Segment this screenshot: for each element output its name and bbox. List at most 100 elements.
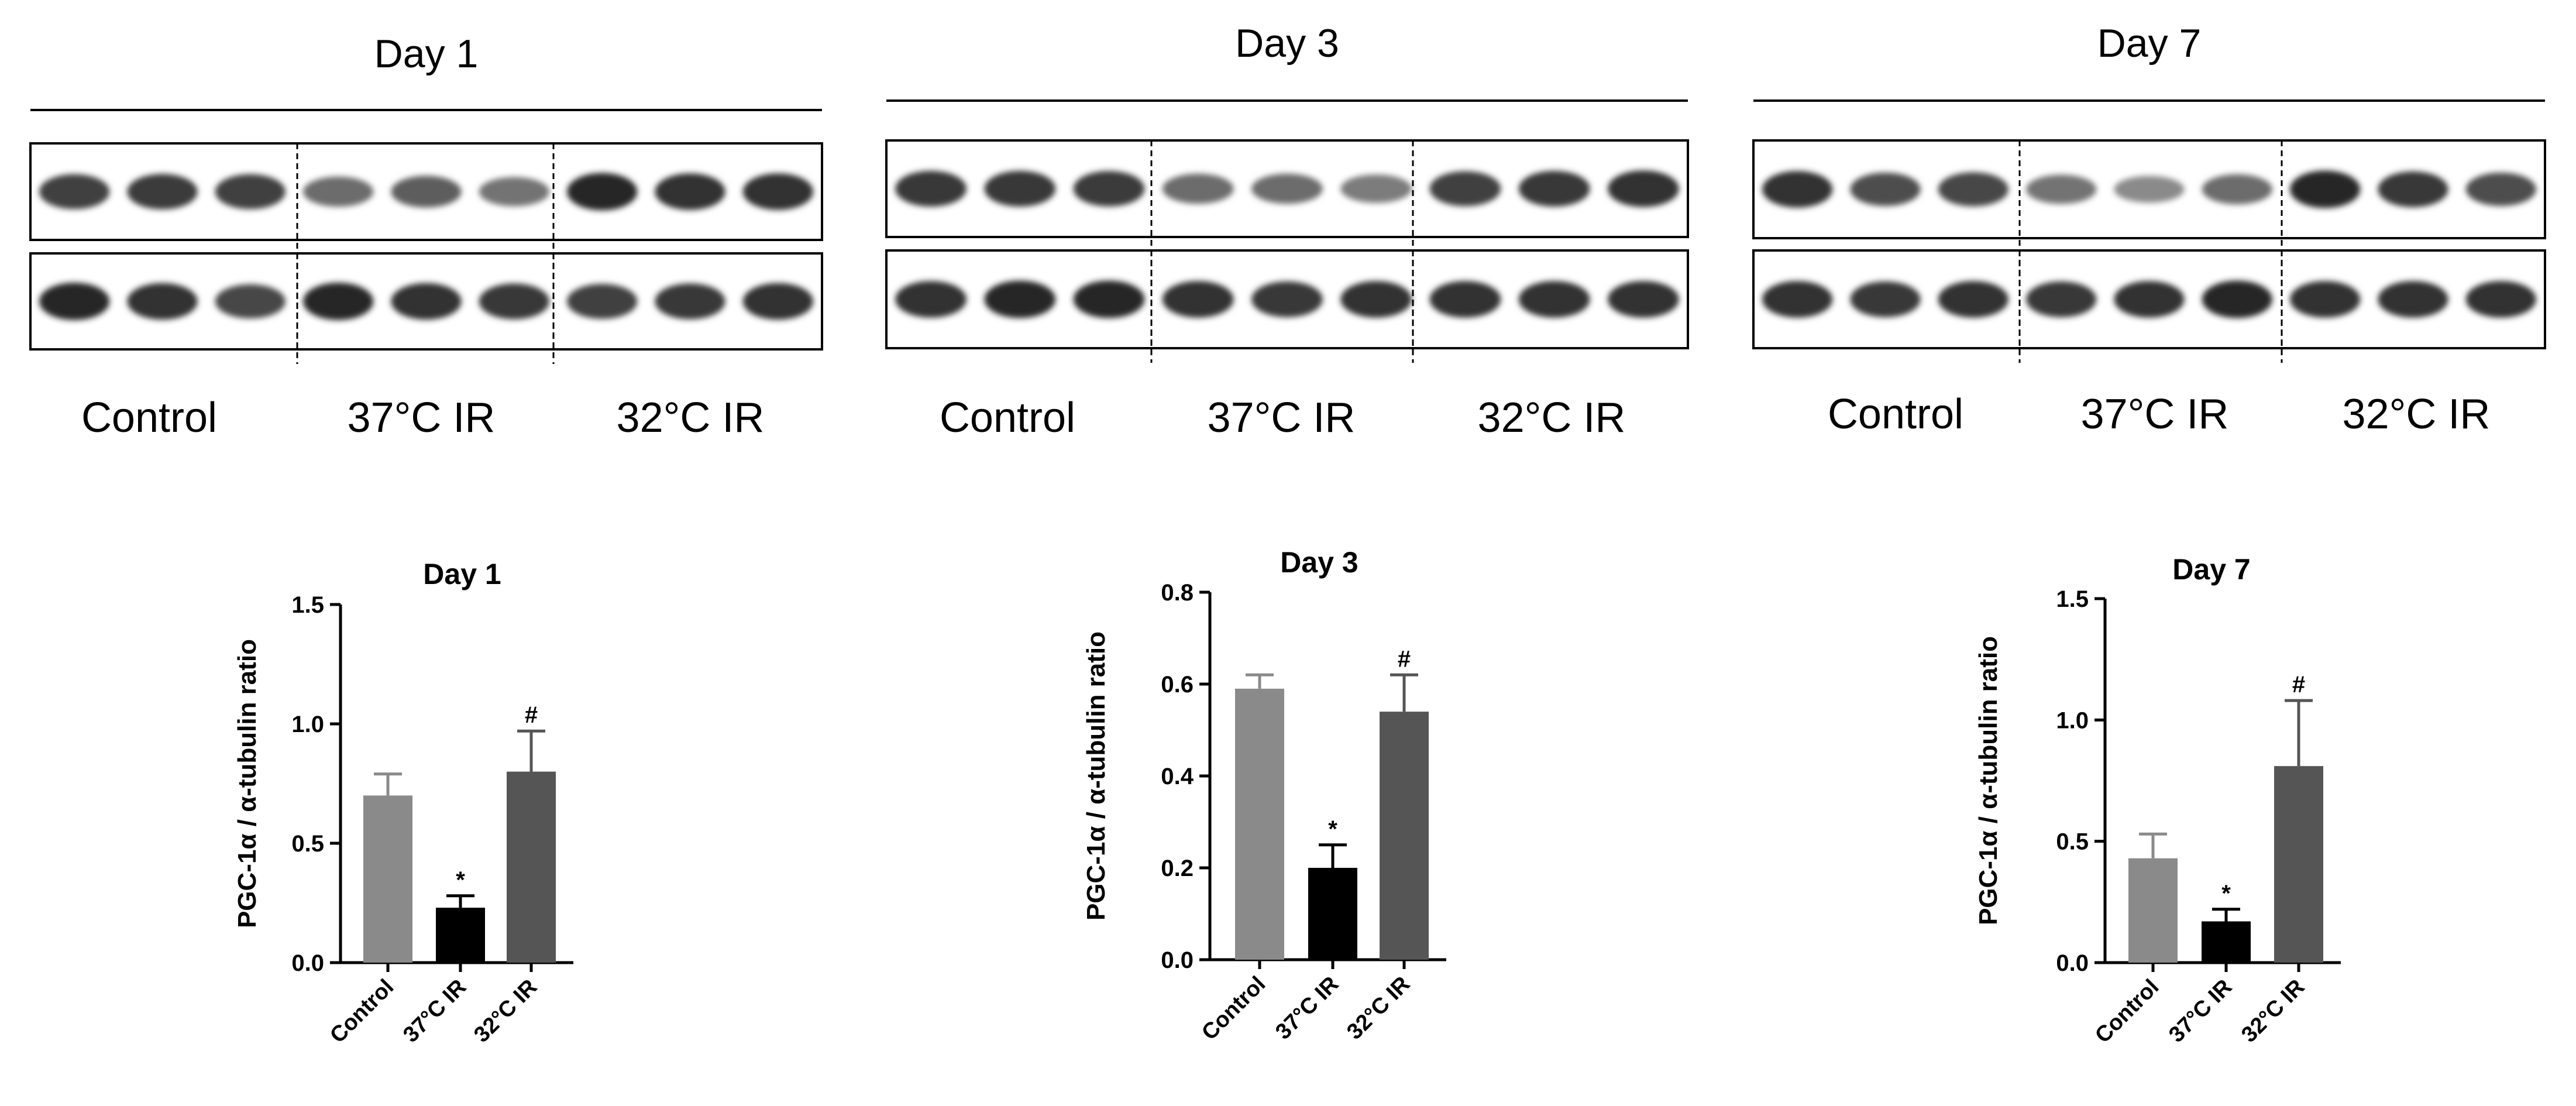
blot-band <box>1073 171 1145 207</box>
y-tick-label: 1.0 <box>291 712 324 737</box>
group-label: 32°C IR <box>2343 391 2491 438</box>
blot-band <box>1850 173 1921 206</box>
blot-band <box>127 174 198 209</box>
y-tick-label: 0.4 <box>1161 764 1194 789</box>
group-label: 32°C IR <box>617 394 765 441</box>
blot-band <box>391 283 462 320</box>
y-tick-label: 0.2 <box>1161 856 1194 881</box>
blot-band <box>2290 170 2361 208</box>
x-tick-label: 37°C IR <box>398 975 471 1047</box>
blot-band <box>2114 281 2185 318</box>
significance-marker: # <box>525 702 538 728</box>
x-tick-label: 32°C IR <box>1342 972 1415 1045</box>
blot-band <box>2290 281 2361 318</box>
y-tick-label: 0.0 <box>1161 947 1194 973</box>
y-tick-label: 1.0 <box>2056 707 2089 733</box>
bar-charts: Day 1 0.0 0.5 1.0 1.5 PGC-1α / α-tubulin rati… <box>233 546 2341 1048</box>
blot-title: Day 1 <box>374 32 479 76</box>
bar-chart-day-3: Day 3 0.0 0.2 0.4 0.6 0.8 PGC-1α / α-tubulin r… <box>1082 546 1446 1045</box>
blot-panel-day-7: Day 7 Control 37°C IR 32°C IR <box>1752 21 2546 438</box>
group-label: 37°C IR <box>2081 391 2229 438</box>
y-tick-label: 0.6 <box>1161 672 1194 698</box>
blot-band <box>2026 174 2097 204</box>
blot-band <box>303 176 374 207</box>
y-tick-label: 0.5 <box>291 831 324 857</box>
blot-band <box>1340 174 1412 203</box>
blot-band <box>1518 281 1590 318</box>
blot-band <box>655 173 725 210</box>
bar <box>1308 868 1357 960</box>
blot-band <box>655 283 725 320</box>
group-label: 37°C IR <box>1208 394 1356 441</box>
blot-band <box>2202 174 2272 205</box>
blot-band <box>1762 171 1833 208</box>
blot-band <box>1518 170 1590 207</box>
bar <box>1380 712 1429 960</box>
x-tick-label: 37°C IR <box>1271 972 1343 1045</box>
blot-band <box>1938 172 2008 207</box>
blot-band <box>1162 173 1234 204</box>
x-tick-label: 37°C IR <box>2164 975 2237 1047</box>
blot-band <box>1608 281 1679 318</box>
blot-band <box>1608 170 1679 207</box>
blot-band <box>2465 173 2536 206</box>
blot-band <box>1162 281 1234 318</box>
x-tick-label: Control <box>2090 975 2164 1048</box>
chart-title: Day 1 <box>423 558 501 590</box>
blot-band <box>742 283 813 320</box>
blot-panel-day-1: Day 1 Control 37°C IR 32°C IR <box>29 32 823 441</box>
blot-band <box>2378 281 2448 318</box>
y-tick-label: 0.0 <box>291 950 324 976</box>
chart-title: Day 7 <box>2172 553 2250 586</box>
y-tick-label: 1.5 <box>2056 586 2089 612</box>
bar <box>2274 766 2323 963</box>
blot-band <box>215 284 286 319</box>
group-label: Control <box>940 394 1075 441</box>
significance-marker: * <box>2221 881 2231 906</box>
blot-band <box>895 281 967 318</box>
blot-band <box>567 284 638 319</box>
y-axis-label: PGC-1α / α-tubulin ratio <box>233 639 262 928</box>
blot-band <box>479 283 549 320</box>
significance-marker: * <box>1328 816 1337 842</box>
blot-band <box>1251 281 1323 318</box>
bar <box>2202 921 2251 963</box>
blot-band <box>567 173 638 211</box>
x-tick-label: Control <box>1197 972 1270 1045</box>
group-label: 37°C IR <box>348 394 496 441</box>
bar <box>1235 688 1284 960</box>
y-tick-label: 0.0 <box>2056 950 2089 976</box>
western-blot-panels: Day 1 Control 37°C IR 32°C IR Day 3 Control 37… <box>29 21 2546 441</box>
blot-band <box>984 280 1056 318</box>
significance-marker: # <box>1398 646 1411 672</box>
blot-band <box>1251 173 1323 204</box>
significance-marker: * <box>456 867 465 893</box>
bar-chart-day-7: Day 7 0.0 0.5 1.0 1.5 PGC-1α / α-tubulin rati… <box>1974 553 2341 1048</box>
y-tick-label: 0.5 <box>2056 829 2089 855</box>
bar-chart-day-1: Day 1 0.0 0.5 1.0 1.5 PGC-1α / α-tubulin rati… <box>233 558 573 1048</box>
blot-band <box>303 283 374 320</box>
blot-band <box>39 283 110 320</box>
blot-band <box>2465 281 2536 318</box>
blot-band <box>1073 280 1145 318</box>
group-label: Control <box>1828 391 1963 438</box>
blot-band <box>895 170 967 207</box>
blot-band <box>742 173 813 210</box>
significance-marker: # <box>2292 672 2305 698</box>
bar <box>436 908 485 963</box>
y-tick-label: 0.8 <box>1161 580 1194 606</box>
y-axis-label: PGC-1α / α-tubulin ratio <box>1082 631 1110 920</box>
blot-title: Day 3 <box>1235 21 1339 66</box>
blot-band <box>215 174 286 209</box>
blot-band <box>1340 281 1412 318</box>
bar <box>2128 858 2178 963</box>
group-label: Control <box>81 394 217 441</box>
blot-band <box>2114 176 2185 203</box>
blot-band <box>984 170 1056 207</box>
x-tick-label: 32°C IR <box>2237 975 2309 1047</box>
blot-band <box>2026 281 2097 318</box>
blot-band <box>2202 280 2272 318</box>
blot-band <box>479 177 549 207</box>
y-axis-label: PGC-1α / α-tubulin ratio <box>1974 636 2003 925</box>
